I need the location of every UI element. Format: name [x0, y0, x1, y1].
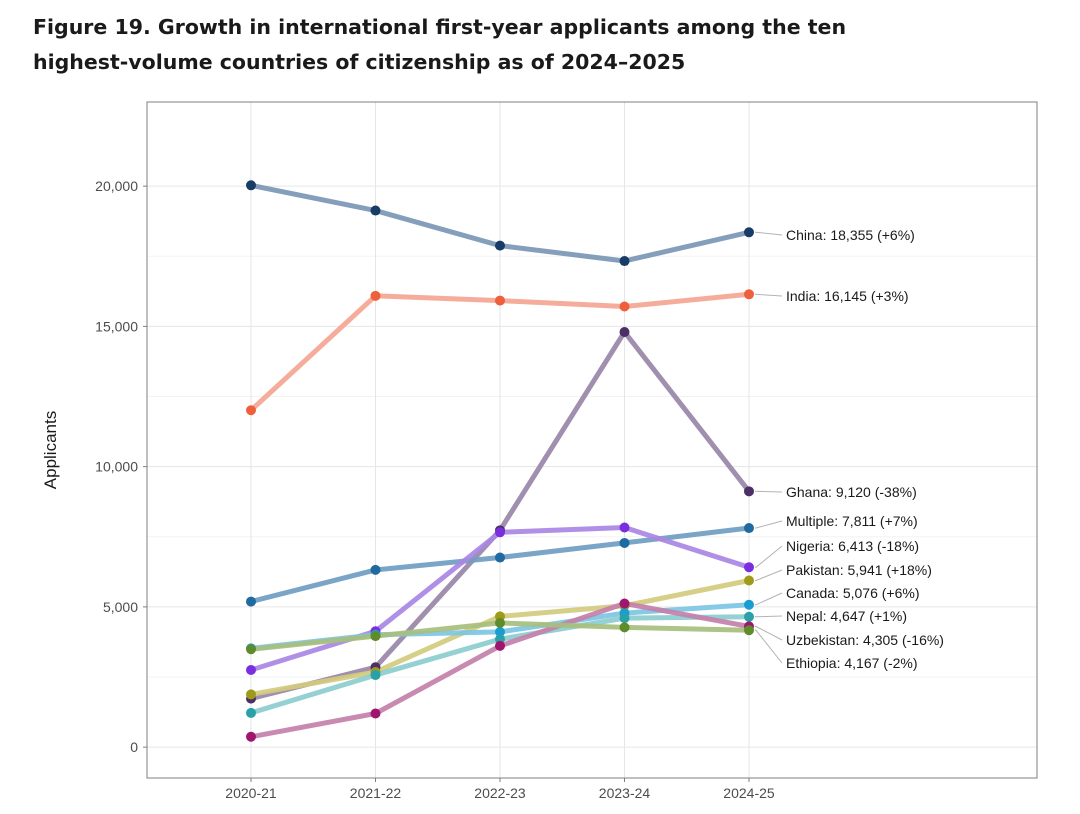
label-leader-ethiopia [755, 629, 783, 664]
series-points [246, 180, 754, 742]
x-tick-label: 2020-21 [225, 785, 277, 801]
series-label-china: China: 18,355 (+6%) [786, 227, 915, 243]
series-label-canada: Canada: 5,076 (+6%) [786, 585, 919, 601]
data-point-multiple [495, 552, 505, 563]
label-leader-multiple [755, 520, 783, 529]
data-point-pakistan [744, 575, 754, 586]
data-point-ghana [619, 327, 630, 338]
data-point-uzbekistan [246, 731, 256, 742]
data-point-uzbekistan [619, 598, 630, 609]
series-label-pakistan: Pakistan: 5,941 (+18%) [786, 562, 932, 578]
x-axis-ticks: 2020-21 2021-22 2022-23 2023-24 2024-25 [225, 778, 775, 801]
label-leader-ghana [755, 490, 783, 493]
x-tick-label: 2022-23 [474, 785, 526, 801]
label-leader-canada [755, 592, 783, 606]
label-leader-nigeria [755, 545, 783, 568]
data-point-canada [744, 599, 754, 610]
series-label-ghana: Ghana: 9,120 (-38%) [786, 484, 917, 500]
series-label-india: India: 16,145 (+3%) [786, 288, 909, 304]
data-point-india [619, 301, 630, 312]
data-point-nepal [370, 670, 381, 681]
data-point-china [495, 240, 505, 251]
data-point-multiple [246, 596, 256, 607]
x-tick-label: 2024-25 [723, 785, 775, 801]
y-tick-label: 15,000 [95, 318, 138, 334]
x-tick-label: 2023-24 [599, 785, 651, 801]
data-point-india [744, 289, 754, 300]
data-point-nepal [619, 613, 630, 624]
data-point-ethiopia [744, 625, 754, 636]
data-point-india [495, 295, 505, 306]
label-leader-uzbekistan [755, 625, 783, 641]
y-axis-title: Applicants [41, 411, 60, 489]
data-point-multiple [619, 537, 630, 548]
label-leader-lines [755, 231, 783, 664]
data-point-nigeria [619, 522, 630, 533]
data-point-nigeria [495, 527, 505, 538]
data-point-uzbekistan [495, 640, 505, 651]
figure-title: Figure 19. Growth in international first… [33, 15, 847, 74]
data-point-canada [495, 626, 505, 637]
y-tick-label: 20,000 [95, 178, 138, 194]
data-point-nepal [744, 611, 754, 622]
data-point-nepal [246, 707, 256, 718]
label-leader-nepal [755, 615, 783, 618]
data-point-nigeria [246, 665, 256, 676]
y-tick-label: 5,000 [103, 599, 138, 615]
data-point-china [744, 227, 754, 238]
data-point-multiple [744, 523, 754, 534]
data-point-india [370, 290, 381, 301]
data-point-pakistan [246, 689, 256, 700]
data-point-ethiopia [246, 644, 256, 655]
y-tick-label: 10,000 [95, 459, 138, 475]
data-point-ethiopia [619, 622, 630, 633]
label-leader-india [755, 293, 783, 297]
grid [147, 102, 1037, 778]
label-leader-china [755, 231, 783, 236]
series-end-labels: China: 18,355 (+6%) India: 16,145 (+3%) Gh… [786, 227, 944, 671]
plot-panel-border [146, 101, 1038, 779]
data-point-nigeria [744, 562, 754, 573]
data-point-india [246, 405, 256, 416]
series-label-uzbekistan: Uzbekistan: 4,305 (-16%) [786, 632, 944, 648]
series-label-nepal: Nepal: 4,647 (+1%) [786, 608, 907, 624]
data-point-china [619, 256, 630, 267]
y-tick-label: 0 [130, 739, 138, 755]
data-point-ethiopia [370, 631, 381, 642]
x-tick-label: 2021-22 [350, 785, 402, 801]
series-label-nigeria: Nigeria: 6,413 (-18%) [786, 538, 919, 554]
series-label-multiple: Multiple: 7,811 (+7%) [786, 513, 918, 529]
y-axis-ticks: 0 5,000 10,000 15,000 20,000 [95, 178, 147, 755]
data-point-china [370, 205, 381, 216]
series-label-ethiopia: Ethiopia: 4,167 (-2%) [786, 655, 918, 671]
data-point-china [246, 180, 256, 191]
data-point-uzbekistan [370, 708, 381, 719]
label-leader-pakistan [755, 569, 783, 581]
data-point-multiple [370, 564, 381, 575]
data-point-ethiopia [495, 617, 505, 628]
data-point-ghana [744, 486, 754, 497]
